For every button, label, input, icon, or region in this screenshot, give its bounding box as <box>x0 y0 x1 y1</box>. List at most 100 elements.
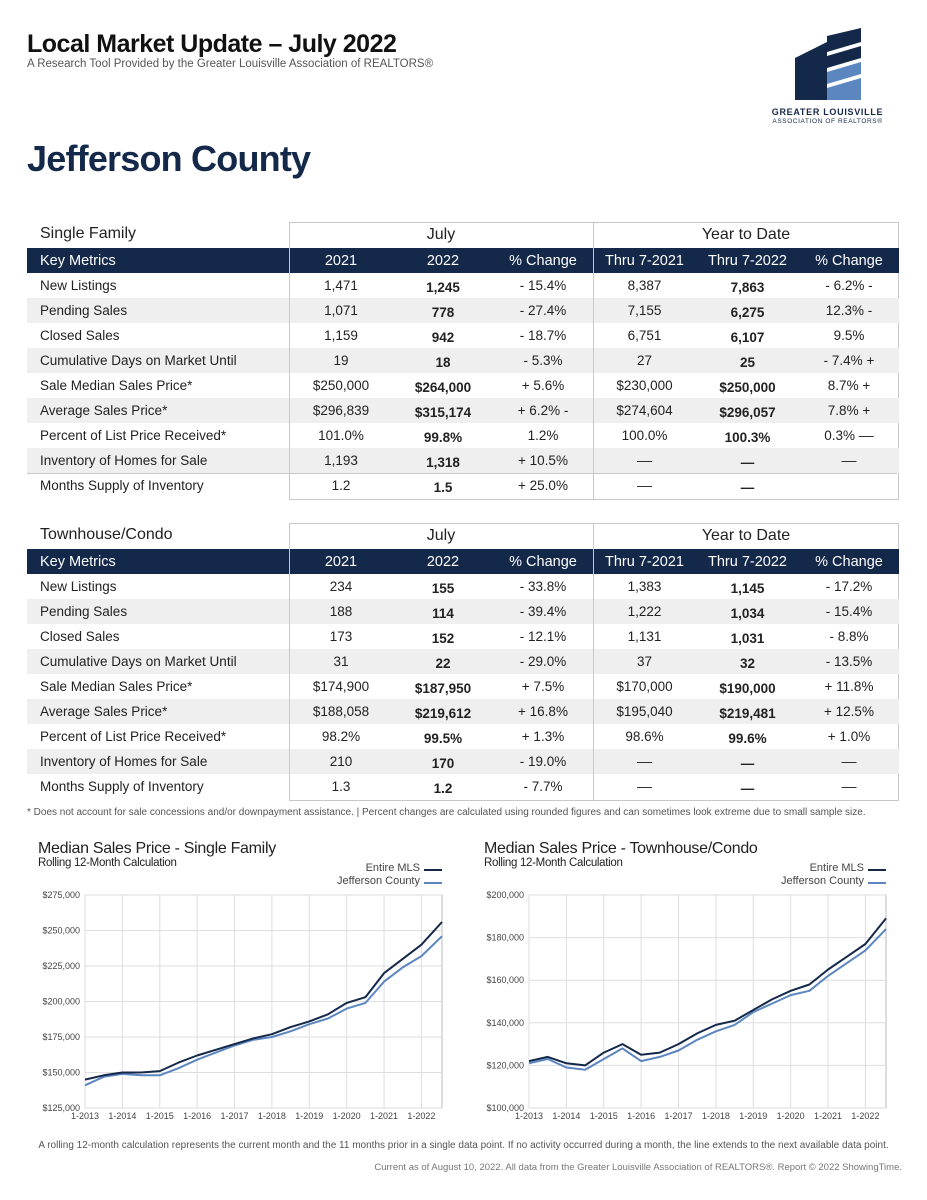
metric-label: Months Supply of Inventory <box>40 779 204 794</box>
table-row: Pending Sales 188 114 - 39.4% 1,222 1,034 - 15… <box>27 599 899 624</box>
metric-label: New Listings <box>40 278 117 293</box>
value-thru-2021: –– <box>636 754 653 769</box>
chart-title-townhouse: Median Sales Price - Townhouse/Condo <box>484 840 758 857</box>
x-tick-label: 1-2016 <box>183 1111 211 1120</box>
x-tick-label: 1-2015 <box>590 1111 618 1120</box>
value-2021: 210 <box>329 754 353 769</box>
value-thru-2021: $274,604 <box>616 403 673 418</box>
value-2021: $250,000 <box>312 378 370 393</box>
y-tick-label: $140,000 <box>486 1018 524 1028</box>
x-tick-label: 1-2022 <box>851 1111 879 1120</box>
x-tick-label: 1-2021 <box>370 1111 398 1120</box>
value-2022: 942 <box>431 330 455 345</box>
value-2021: 1.2 <box>331 478 351 493</box>
metric-label: Percent of List Price Received* <box>40 729 227 744</box>
value-thru-2022: 32 <box>739 656 756 671</box>
value-thru-2022: 1,145 <box>730 581 765 596</box>
townhouse-condo-table: Townhouse/Condo July Year to Date Key Me… <box>27 523 899 801</box>
y-tick-label: $200,000 <box>486 890 524 900</box>
pct-change: + 10.5% <box>518 453 568 468</box>
value-thru-2021: 1,131 <box>627 629 662 644</box>
value-thru-2022: 1,031 <box>730 631 765 646</box>
median-price-townhouse-chart: $100,000 $120,000 $140,000 $160,000 $180,000… <box>486 890 887 1120</box>
value-thru-2022: 6,107 <box>730 330 765 345</box>
section-title: Townhouse/Condo <box>40 526 173 543</box>
table-row: Percent of List Price Received* 101.0% 99.… <box>27 423 899 448</box>
value-thru-2021: 7,155 <box>627 303 662 318</box>
chart-title-single-family: Median Sales Price - Single Family <box>38 840 276 857</box>
pct-change: - 29.0% <box>519 654 567 669</box>
building-logo-icon <box>795 28 861 100</box>
legend-swatch-jefferson-county <box>868 882 886 884</box>
metric-label: Inventory of Homes for Sale <box>40 754 208 769</box>
pct-change: + 25.0% <box>518 478 568 493</box>
value-2021: 1.3 <box>331 779 351 794</box>
value-2021: 101.0% <box>318 428 364 443</box>
pct-change: - 27.4% <box>519 303 567 318</box>
value-2021: 234 <box>329 579 353 594</box>
table-bottom-rule <box>27 473 897 474</box>
value-2021: $188,058 <box>312 704 370 719</box>
pct-change: + 1.3% <box>521 729 565 744</box>
metric-label: Sale Median Sales Price* <box>40 378 193 393</box>
pct-change: - 7.7% <box>523 779 563 794</box>
legend-swatch-jefferson-county <box>424 882 442 884</box>
y-tick-label: $180,000 <box>486 933 524 943</box>
section-title: Single Family <box>40 225 137 242</box>
ytd-pct-change: 9.5% <box>833 328 865 343</box>
value-2022: 18 <box>435 355 451 370</box>
value-2021: 1,071 <box>324 303 358 318</box>
table-row: Inventory of Homes for Sale 210 170 - 19.0%… <box>27 749 899 774</box>
x-tick-label: 1-2017 <box>665 1111 693 1120</box>
value-2021: $296,839 <box>312 403 370 418</box>
ytd-pct-change: - 17.2% <box>825 579 873 594</box>
metric-label: Inventory of Homes for Sale <box>40 453 208 468</box>
value-2022: 155 <box>431 581 455 596</box>
legend-jefferson-county: Jefferson County <box>337 875 420 887</box>
col-thru-2021: Thru 7-2021 <box>605 253 684 269</box>
group-header-ytd: Year to Date <box>701 226 791 243</box>
pct-change: + 6.2% - <box>517 403 569 418</box>
column-header-row: Key Metrics 2021 2022 % Change Thru 7-20… <box>27 248 899 273</box>
chart-subtitle-single-family: Rolling 12-Month Calculation <box>38 857 177 869</box>
table-row: Sale Median Sales Price* $174,900 $187,950… <box>27 674 899 699</box>
x-tick-label: 1-2016 <box>627 1111 655 1120</box>
table-row: Closed Sales 173 152 - 12.1% 1,131 1,031 - 8.8… <box>27 624 899 649</box>
table-row: Percent of List Price Received* 98.2% 99.5… <box>27 724 899 749</box>
ytd-pct-change: + 11.8% <box>824 679 874 694</box>
x-tick-label: 1-2018 <box>258 1111 286 1120</box>
col-2022: 2022 <box>426 554 460 570</box>
value-thru-2021: –– <box>636 779 653 794</box>
value-thru-2021: 8,387 <box>627 278 662 293</box>
report-credit: Current as of August 10, 2022. All data … <box>374 1162 902 1173</box>
legend-entire-mls: Entire MLS <box>809 862 864 874</box>
ytd-pct-change: 8.7% + <box>827 378 871 393</box>
value-thru-2022: 1,034 <box>730 606 765 621</box>
x-tick-label: 1-2019 <box>739 1111 767 1120</box>
table-row: New Listings 1,471 1,245 - 15.4% 8,387 7,863 -… <box>27 273 899 298</box>
pct-change: - 15.4% <box>519 278 567 293</box>
table-row: Cumulative Days on Market Until 19 18 - 5.3… <box>27 348 899 373</box>
y-tick-label: $100,000 <box>486 1103 524 1113</box>
value-thru-2021: 1,383 <box>627 579 662 594</box>
column-divider <box>593 523 594 801</box>
page-subtitle: A Research Tool Provided by the Greater … <box>27 58 434 70</box>
table-row: New Listings 234 155 - 33.8% 1,383 1,145 - 17.… <box>27 574 899 599</box>
single-family-table: Single Family July Year to Date Key Metr… <box>27 222 899 500</box>
series-line-entire-mls <box>84 921 443 1081</box>
table-row: Average Sales Price* $296,839 $315,174 + 6.… <box>27 398 899 423</box>
column-divider <box>289 222 290 500</box>
value-thru-2022: 6,275 <box>730 305 765 320</box>
pct-change: - 18.7% <box>519 328 567 343</box>
metric-label: Sale Median Sales Price* <box>40 679 193 694</box>
col-ytd-pct-change: % Change <box>815 253 883 269</box>
table-row: Closed Sales 1,159 942 - 18.7% 6,751 6,107 9.5… <box>27 323 899 348</box>
metric-label: Closed Sales <box>40 328 120 343</box>
value-2021: 1,193 <box>324 453 358 468</box>
metric-label: Pending Sales <box>40 303 128 318</box>
x-tick-label: 1-2015 <box>146 1111 174 1120</box>
value-2022: 22 <box>435 656 451 671</box>
value-2022: $219,612 <box>414 706 472 721</box>
value-2022: 1,318 <box>426 455 460 470</box>
value-2022: 778 <box>431 305 455 320</box>
